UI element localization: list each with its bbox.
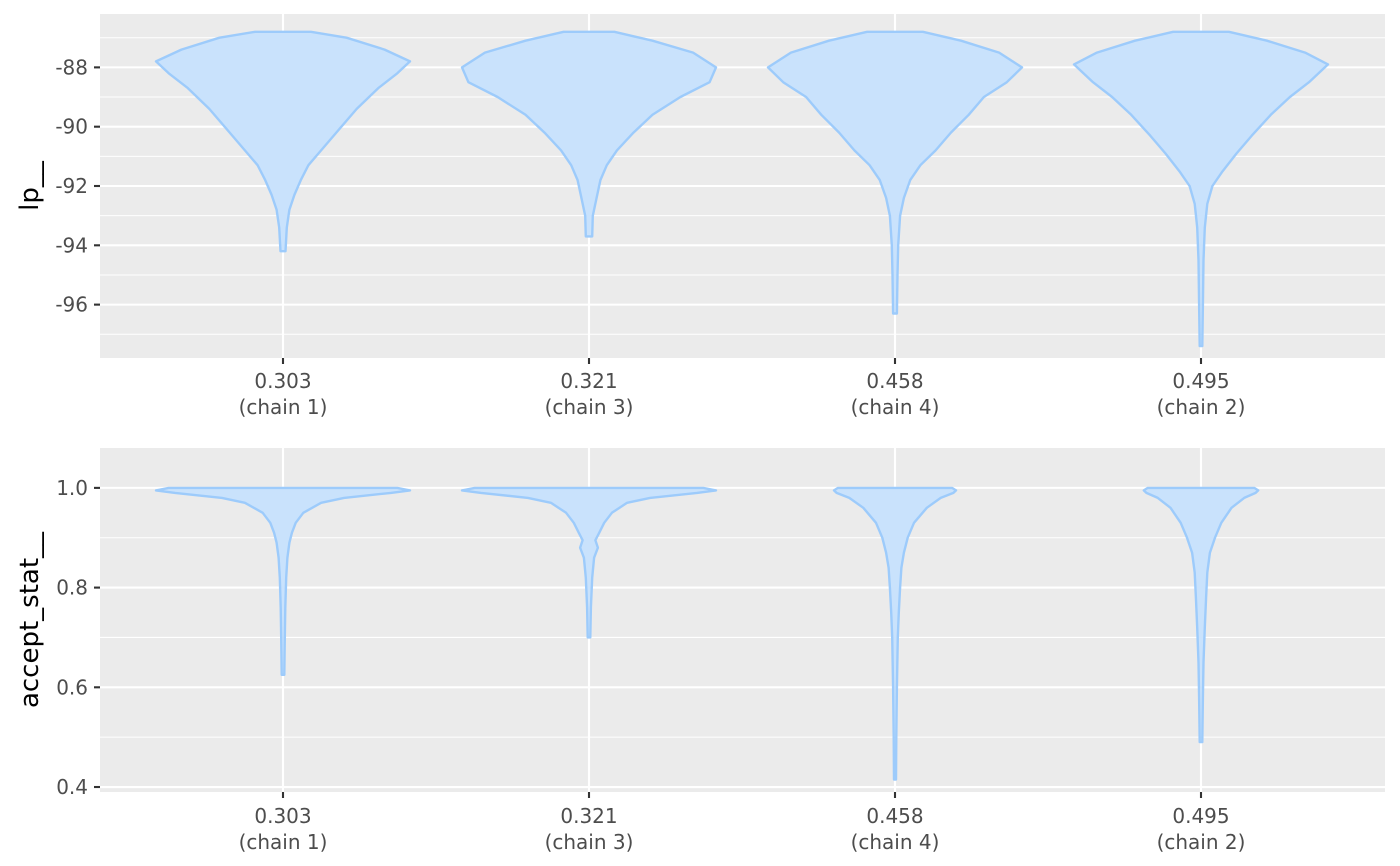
x-tick-label-value: 0.458: [866, 804, 923, 828]
x-tick-label-chain: (chain 1): [239, 395, 328, 419]
y-tick-label: -90: [55, 115, 88, 139]
x-tick-label-value: 0.495: [1172, 369, 1229, 393]
y-axis-title: lp__: [15, 160, 45, 211]
x-tick-label-chain: (chain 1): [239, 830, 328, 854]
violin-chain1: [154, 30, 412, 253]
violin-chain4: [832, 486, 958, 781]
x-tick-label-chain: (chain 3): [545, 830, 634, 854]
x-tick-label-chain: (chain 2): [1157, 830, 1246, 854]
x-tick-label-chain: (chain 4): [851, 395, 940, 419]
violin-chain1: [154, 486, 412, 676]
violin-chain4: [766, 30, 1024, 315]
violin-chain2: [1072, 30, 1330, 348]
y-tick-label: -94: [55, 233, 88, 257]
y-axis-title: accept_stat__: [15, 531, 45, 708]
x-tick-label-value: 0.321: [560, 804, 617, 828]
x-tick-label-value: 0.303: [254, 369, 311, 393]
y-tick-label: 1.0: [56, 476, 88, 500]
x-tick-label-chain: (chain 2): [1157, 395, 1246, 419]
x-tick-label-value: 0.303: [254, 804, 311, 828]
y-tick-label: -88: [55, 55, 88, 79]
y-tick-label: 0.6: [56, 675, 88, 699]
violin-chain3: [460, 30, 718, 238]
x-tick-label-value: 0.495: [1172, 804, 1229, 828]
y-tick-label: 0.8: [56, 576, 88, 600]
x-tick-label-value: 0.321: [560, 369, 617, 393]
violin-chain3: [460, 486, 718, 639]
accept-stat-panel: 0.4 0.6 0.8 1.0 0.303(chain 1) 0.321(chain 3)…: [15, 448, 1385, 854]
x-tick-label-chain: (chain 4): [851, 830, 940, 854]
y-tick-label: -96: [55, 293, 88, 317]
x-tick-label-chain: (chain 3): [545, 395, 634, 419]
violin-chain2: [1142, 486, 1260, 744]
y-tick-label: 0.4: [56, 775, 88, 799]
y-tick-label: -92: [55, 174, 88, 198]
lp-panel: -96-94-92-90-880.303(chain 1)0.321(chain…: [15, 14, 1385, 419]
x-tick-label-value: 0.458: [866, 369, 923, 393]
